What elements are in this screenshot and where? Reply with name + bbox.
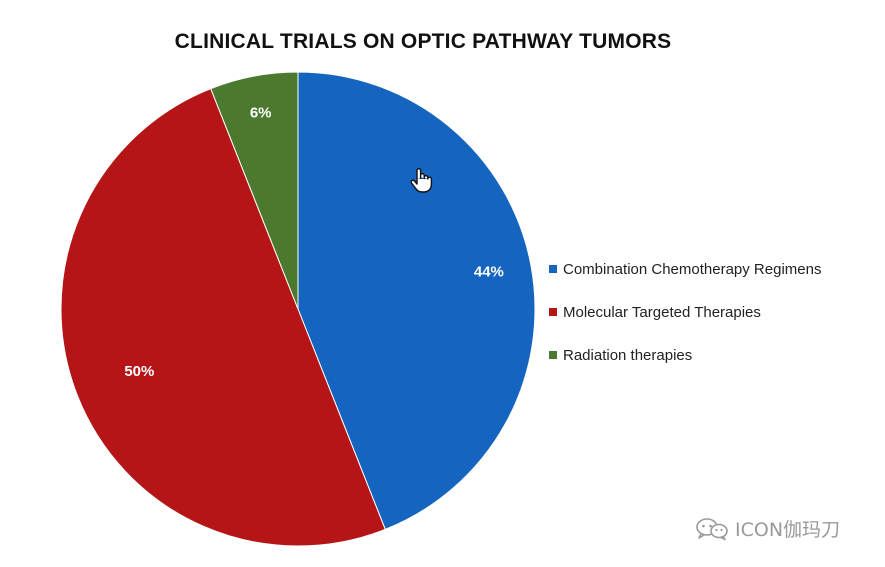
chart-title: CLINICAL TRIALS ON OPTIC PATHWAY TUMORS — [174, 30, 672, 53]
pie-slice — [60, 87, 386, 547]
wechat-icon — [696, 517, 728, 540]
watermark-text: ICON伽玛刀 — [735, 519, 841, 541]
hand-pointer-icon — [410, 168, 433, 193]
pie-data-label: 6% — [250, 104, 272, 121]
legend-label: Molecular Targeted Therapies — [563, 303, 761, 321]
legend-item: Combination Chemotherapy Regimens — [549, 259, 821, 279]
pie-slice — [210, 71, 299, 310]
pie-data-labels: 44% 50% 6% — [124, 104, 504, 379]
legend-swatch — [549, 265, 557, 273]
legend-item: Radiation therapies — [549, 345, 821, 365]
watermark: ICON伽玛刀 — [695, 515, 840, 542]
pie-slice — [297, 71, 536, 531]
pie-data-label: 44% — [474, 264, 504, 281]
legend-swatch — [549, 351, 557, 359]
pie-data-label: 50% — [124, 363, 154, 380]
legend-swatch — [549, 308, 557, 316]
legend-item: Molecular Targeted Therapies — [549, 302, 821, 322]
legend-label: Combination Chemotherapy Regimens — [563, 260, 822, 278]
chart-legend: Combination Chemotherapy Regimens Molecu… — [549, 259, 821, 388]
legend-label: Radiation therapies — [563, 346, 693, 364]
pie-slices — [60, 71, 536, 547]
